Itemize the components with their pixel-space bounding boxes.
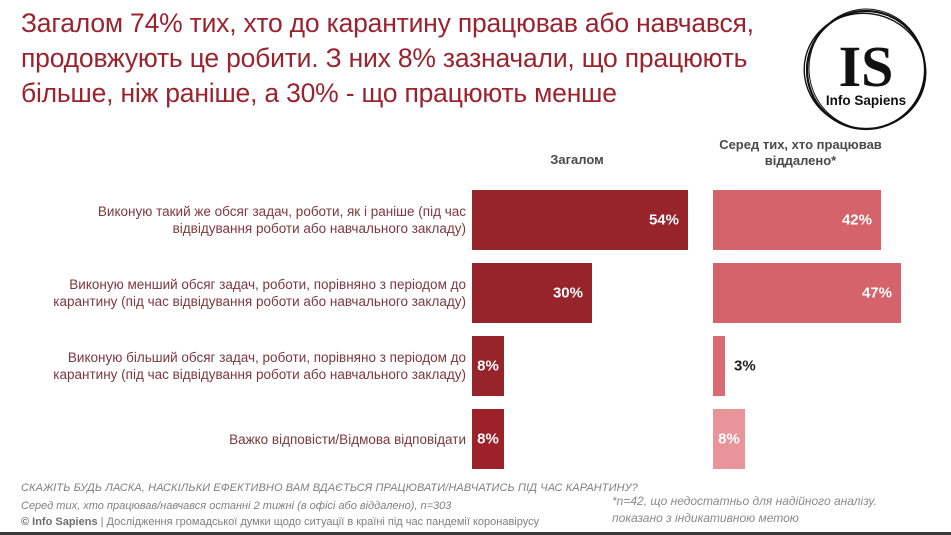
bar-remote: 42% [713,190,881,250]
footnote-line-2: показано з індикативною метою [612,511,799,525]
column-header-remote: Серед тих, хто працював віддалено* [719,137,882,168]
bar-overall: 8% [472,336,504,396]
copyright-brand: © Info Sapiens [21,516,98,528]
remote-bar-panel: 42% [713,190,949,250]
bar-value-label: 8% [477,430,499,448]
footnote-line-1: *n=42, що недостатньо для надійного анал… [612,494,877,508]
bar-chart: Виконую такий же обсяг задач, роботи, як… [0,190,951,482]
bar-remote: 47% [713,263,901,323]
chart-row: Виконую такий же обсяг задач, роботи, як… [0,190,951,250]
page-title: Загалом 74% тих, хто до карантину працюв… [21,8,754,108]
bar-overall: 54% [472,190,688,250]
category-label: Важко відповісти/Відмова відповідати [229,431,466,447]
column-header-overall: Загалом [550,152,604,167]
bar-overall: 8% [472,409,504,469]
remote-bar-panel: 8% [713,409,949,469]
bar-overall: 30% [472,263,592,323]
bar-value-label: 30% [552,284,583,302]
category-label: Виконую такий же обсяг задач, роботи, як… [97,204,466,236]
bar-remote: 8% [713,409,745,469]
footer-copyright-line: © Info Sapiens | Дослідження громадської… [21,516,539,528]
bar-value-label: 54% [648,211,679,229]
bar-value-label: 47% [861,284,892,302]
logo-circle-icon: IS Info Sapiens [803,8,927,131]
logo-name: Info Sapiens [826,93,906,108]
overall-bar-panel: 54% [472,190,708,250]
overall-bar-panel: 30% [472,263,708,323]
remote-bar-panel: 3% [713,336,949,396]
bar-value-label: 8% [477,357,499,375]
category-label: Виконую більший обсяг задач, роботи, пор… [53,350,466,382]
bar-value-label: 8% [718,430,740,448]
bottom-divider [0,532,951,535]
category-label: Виконую менший обсяг задач, роботи, порі… [53,277,466,309]
overall-bar-panel: 8% [472,336,708,396]
overall-bar-panel: 8% [472,409,708,469]
chart-row: Виконую менший обсяг задач, роботи, порі… [0,263,951,323]
bar-value-label: 3% [734,357,756,375]
footer-question: СКАЖІТЬ БУДЬ ЛАСКА, НАСКІЛЬКИ ЕФЕКТИВНО … [21,482,638,494]
copyright-description: | Дослідження громадської думки щодо сит… [100,516,540,528]
chart-row: Виконую більший обсяг задач, роботи, пор… [0,336,951,396]
bar-value-label: 42% [841,211,872,229]
remote-bar-panel: 47% [713,263,949,323]
info-sapiens-logo: IS Info Sapiens [797,2,935,140]
remote-sample-footnote: *n=42, що недостатньо для надійного анал… [612,493,942,527]
logo-initials: IS [839,34,894,99]
bar-remote [713,336,725,396]
footer-sample-note: Серед тих, хто працював/навчався останні… [21,500,452,512]
chart-row: Важко відповісти/Відмова відповідати 8% 8% [0,409,951,469]
